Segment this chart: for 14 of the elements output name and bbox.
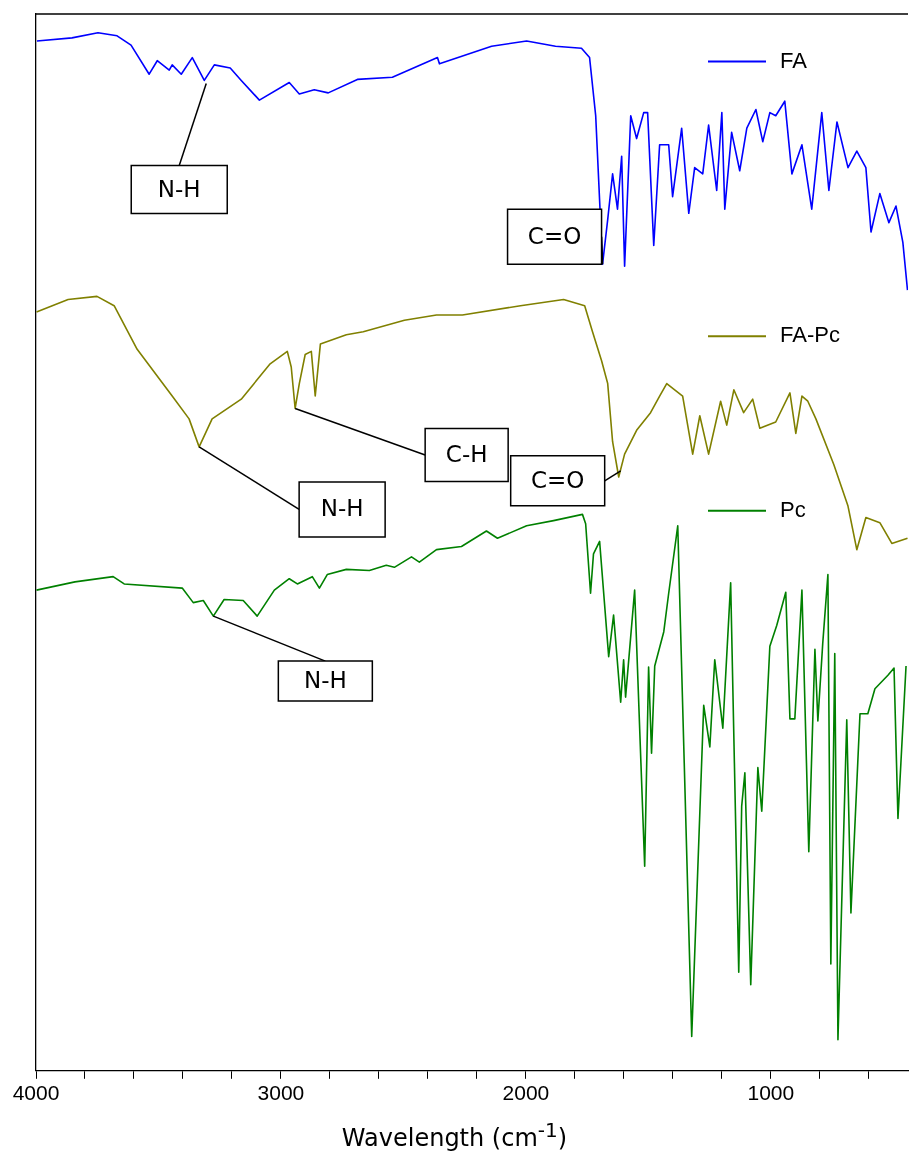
legend-label: FA	[780, 47, 808, 73]
annotation: N-H	[157, 175, 201, 202]
x-axis-title: Wavelength (cm$^{-1}$)	[340, 1118, 569, 1152]
x-tick-label: 1000	[747, 1081, 795, 1105]
legend-label: Pc	[780, 496, 806, 522]
legend-label: FA-Pc	[780, 322, 840, 348]
annotation: C=O	[530, 466, 585, 493]
x-tick-label: 4000	[12, 1081, 60, 1105]
annotation: C-H	[445, 440, 488, 467]
x-tick-label: 2000	[502, 1081, 550, 1105]
annotation: N-H	[320, 495, 364, 522]
annotation: C=O	[527, 222, 582, 249]
annotation: N-H	[303, 667, 347, 694]
x-tick-label: 3000	[257, 1081, 305, 1105]
